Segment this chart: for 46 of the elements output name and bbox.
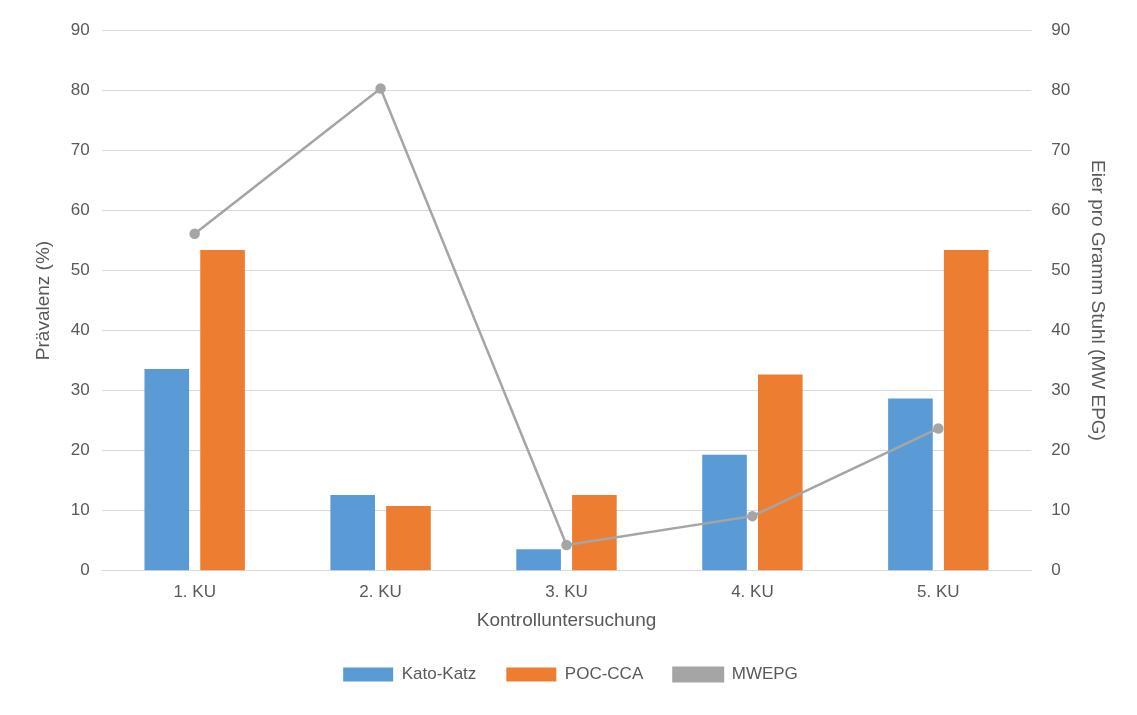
y2-tick-label: 80 (1051, 79, 1071, 99)
bar (144, 368, 190, 571)
point (561, 539, 572, 551)
bar (757, 374, 803, 571)
bar (702, 454, 747, 571)
y2-tick-label: 50 (1051, 260, 1071, 280)
legend-label: MWEPG (731, 664, 798, 684)
bar (516, 549, 561, 571)
point (189, 228, 200, 240)
bar (200, 250, 245, 571)
y2-tick-label: 70 (1051, 140, 1071, 160)
y2-tick-label: 90 (1051, 19, 1071, 39)
y2-tick-label: 10 (1051, 500, 1071, 520)
point (375, 83, 386, 94)
bar (572, 495, 617, 571)
y-tick-label: 40 (70, 320, 90, 340)
y-axis-title: Prävalenz (%) (31, 240, 53, 361)
x-tick-label: 2. KU (359, 581, 402, 601)
legend-label: Kato-Katz (401, 664, 477, 684)
bar (943, 250, 989, 571)
y-tick-label: 20 (70, 440, 90, 460)
y-tick-label: 60 (70, 200, 90, 220)
x-tick-label: 1. KU (173, 581, 216, 601)
y-tick-label: 10 (70, 500, 90, 520)
x-tick-label: 4. KU (731, 581, 774, 601)
y-tick-label: 0 (80, 560, 90, 580)
bar (330, 495, 376, 571)
x-tick-label: 5. KU (917, 581, 960, 601)
y2-tick-label: 60 (1051, 200, 1071, 220)
y-tick-label: 70 (70, 140, 90, 160)
bar (888, 398, 933, 571)
x-tick-label: 3. KU (545, 581, 588, 601)
legend-label: POC-CCA (564, 664, 644, 684)
point (747, 510, 758, 522)
y2-tick-label: 40 (1051, 320, 1071, 340)
point (933, 423, 944, 434)
y2-tick-label: 0 (1051, 560, 1061, 580)
y2-axis-title: Eier pro Gramm Stuhl (MW EPG) (1088, 160, 1110, 441)
x-axis-title: Kontrolluntersuchung (476, 608, 657, 630)
bar (386, 505, 431, 571)
y-tick-label: 90 (70, 19, 90, 39)
y2-tick-label: 30 (1051, 380, 1071, 400)
y2-tick-label: 20 (1051, 440, 1071, 460)
y-tick-label: 50 (70, 260, 90, 280)
y-tick-label: 80 (70, 79, 90, 99)
y-tick-label: 30 (70, 380, 90, 400)
